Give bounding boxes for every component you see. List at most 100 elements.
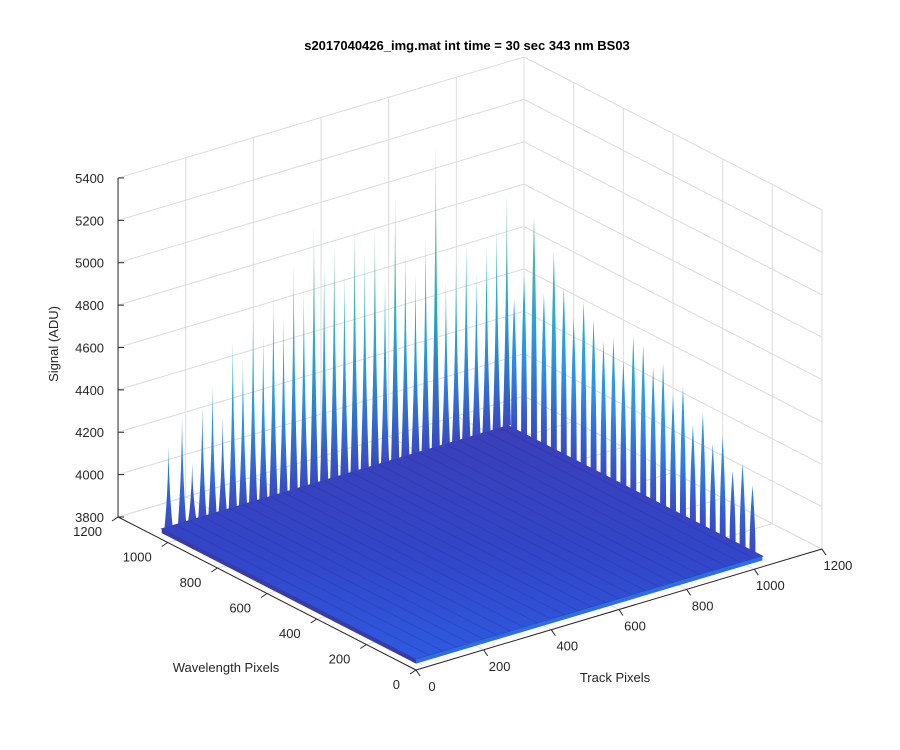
z-tick-label: 4800 (75, 298, 104, 313)
peak-right (719, 436, 726, 538)
surface-ridge (391, 459, 647, 592)
peak-back (208, 384, 217, 515)
surface-ridge (418, 451, 674, 584)
peak-back (218, 415, 227, 512)
peak-back (249, 317, 258, 503)
peak-right (531, 216, 537, 441)
x-tick (686, 589, 692, 596)
x-tick-label: 200 (489, 659, 511, 674)
surface-ridge (310, 484, 566, 616)
y-axis-label: Wavelength Pixels (173, 660, 280, 675)
y-tick (260, 593, 268, 598)
x-tick-label: 1000 (756, 578, 785, 593)
peak-right (570, 317, 577, 461)
y-tick (211, 567, 218, 573)
peak-right (650, 366, 657, 502)
x-tick-label: 1200 (823, 558, 852, 573)
surface-ridge (175, 524, 430, 656)
z-tick-label: 4400 (75, 383, 104, 398)
x-tick-label: 0 (428, 679, 435, 694)
surface-ridge (283, 492, 539, 624)
y-tick-label: 1000 (123, 550, 152, 565)
x-tick (550, 629, 556, 636)
peak-back (492, 223, 501, 431)
surface-ridge (350, 471, 606, 604)
peak-back (279, 316, 288, 494)
peak-back (289, 262, 298, 491)
surface-ridge (499, 427, 755, 560)
surface-front-edge (416, 556, 763, 664)
peak-back (502, 190, 511, 428)
y-tick (409, 669, 417, 675)
surface-ridge (486, 431, 741, 564)
surface-ridge (378, 463, 633, 596)
peak-back (320, 262, 329, 482)
peak-back (259, 335, 268, 500)
y-tick (360, 644, 367, 649)
surface-ridge (296, 488, 552, 620)
peak-right (580, 301, 587, 466)
peak-back (452, 261, 461, 443)
peak-back (198, 404, 207, 518)
surface-ridge (445, 443, 701, 576)
x-tick (618, 609, 624, 616)
peak-back (441, 281, 450, 446)
x-axis-label: Track Pixels (580, 670, 651, 685)
z-tick-label: 4000 (75, 468, 104, 483)
y-tick-label: 400 (279, 626, 301, 641)
tick-labels: 0 200 400 600 800 1000 1200 0 200 400 600 800 1000 12… (73, 171, 852, 694)
y-tick (161, 542, 168, 547)
surface-ridge (242, 504, 498, 636)
y-tick (310, 618, 317, 624)
peak-back (177, 416, 187, 525)
x-tick (415, 669, 421, 677)
peak-right (610, 337, 617, 482)
peak-back (350, 223, 359, 473)
peak-back (340, 273, 349, 476)
z-tick-label: 4600 (75, 340, 104, 355)
peak-right (540, 293, 547, 446)
peak-back (391, 194, 400, 461)
peak-back (238, 358, 247, 506)
peak-back (164, 446, 173, 529)
peak-back (482, 243, 491, 434)
y-tick-label: 600 (229, 601, 251, 616)
z-tick-label: 5400 (75, 171, 104, 186)
surface-ridge (269, 496, 525, 628)
z-axis-label: Signal (ADU) (46, 306, 61, 382)
surface-ridge (405, 455, 660, 588)
y-tick-label: 800 (180, 575, 202, 590)
peak-back (228, 340, 237, 509)
peak-right (709, 443, 716, 533)
peak-back (421, 236, 430, 452)
x-tick-label: 400 (556, 639, 578, 654)
surface (160, 144, 764, 664)
peak-back (370, 225, 379, 467)
z-tick-label: 3800 (75, 510, 104, 525)
surface-ridge (229, 508, 484, 640)
surface-ridge (215, 512, 471, 644)
surface-ridge (364, 467, 620, 600)
peak-right (590, 319, 597, 472)
z-tick-label: 5200 (75, 213, 104, 228)
peak-right (670, 393, 677, 512)
peak-right (749, 485, 756, 553)
x-tick (483, 649, 489, 657)
surface-ridge (256, 500, 511, 632)
peak-back (309, 222, 319, 485)
peak-back (401, 250, 410, 458)
peak-back (431, 144, 440, 449)
surface-ridge (323, 480, 579, 612)
y-tick (111, 516, 119, 522)
peak-back (188, 462, 197, 521)
surface-ridge (202, 516, 457, 648)
peak-back (269, 294, 278, 497)
peak-back (411, 273, 420, 455)
y-tick-label: 0 (393, 677, 400, 692)
peak-right (560, 286, 567, 456)
peak-right (521, 274, 528, 436)
peak-right (640, 344, 647, 497)
peak-right (679, 386, 686, 517)
surface-ridge (337, 475, 593, 608)
